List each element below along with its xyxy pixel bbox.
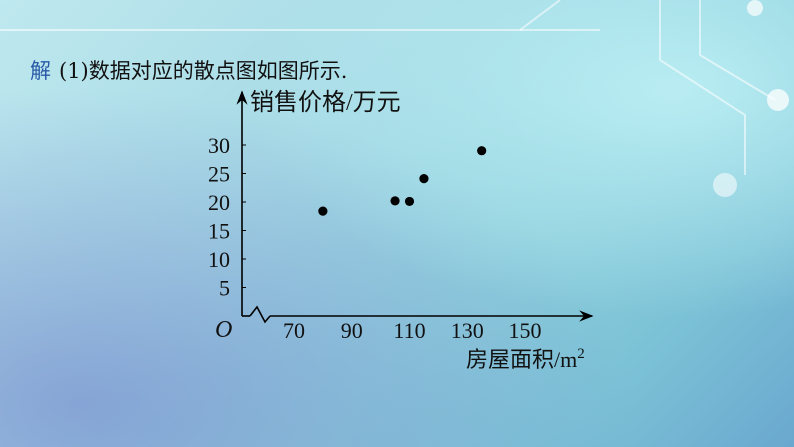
x-tick-label: 110 — [393, 318, 425, 343]
solution-prefix: 解 — [30, 59, 51, 83]
x-axis-label: 房屋面积/m2 — [466, 346, 585, 372]
x-tick-label: 90 — [341, 318, 363, 343]
data-point — [419, 174, 429, 184]
data-point — [477, 146, 487, 156]
origin-label: O — [215, 317, 232, 343]
y-tick-label: 20 — [208, 190, 230, 215]
x-tick-labels: 70 90 110 130 150 — [283, 318, 542, 343]
axes — [236, 90, 594, 324]
y-tick-labels: 5 10 15 20 25 30 — [208, 133, 246, 301]
intro-text: 解 (1)数据对应的散点图如图所示. — [30, 55, 347, 85]
x-axis-break — [249, 305, 271, 324]
y-axis-label: 销售价格/万元 — [250, 89, 401, 116]
y-tick-label: 5 — [219, 276, 230, 301]
data-point — [390, 196, 400, 206]
x-tick-label: 150 — [509, 318, 542, 343]
data-point — [404, 196, 415, 207]
y-tick-label: 30 — [208, 133, 230, 158]
x-tick-label: 70 — [283, 318, 305, 343]
data-points — [318, 146, 487, 216]
data-point — [318, 206, 328, 216]
x-tick-label: 130 — [451, 318, 484, 343]
y-tick-label: 15 — [208, 219, 230, 244]
solution-text: (1)数据对应的散点图如图所示. — [59, 59, 348, 83]
y-tick-label: 10 — [208, 247, 230, 272]
y-tick-label: 25 — [208, 162, 230, 187]
